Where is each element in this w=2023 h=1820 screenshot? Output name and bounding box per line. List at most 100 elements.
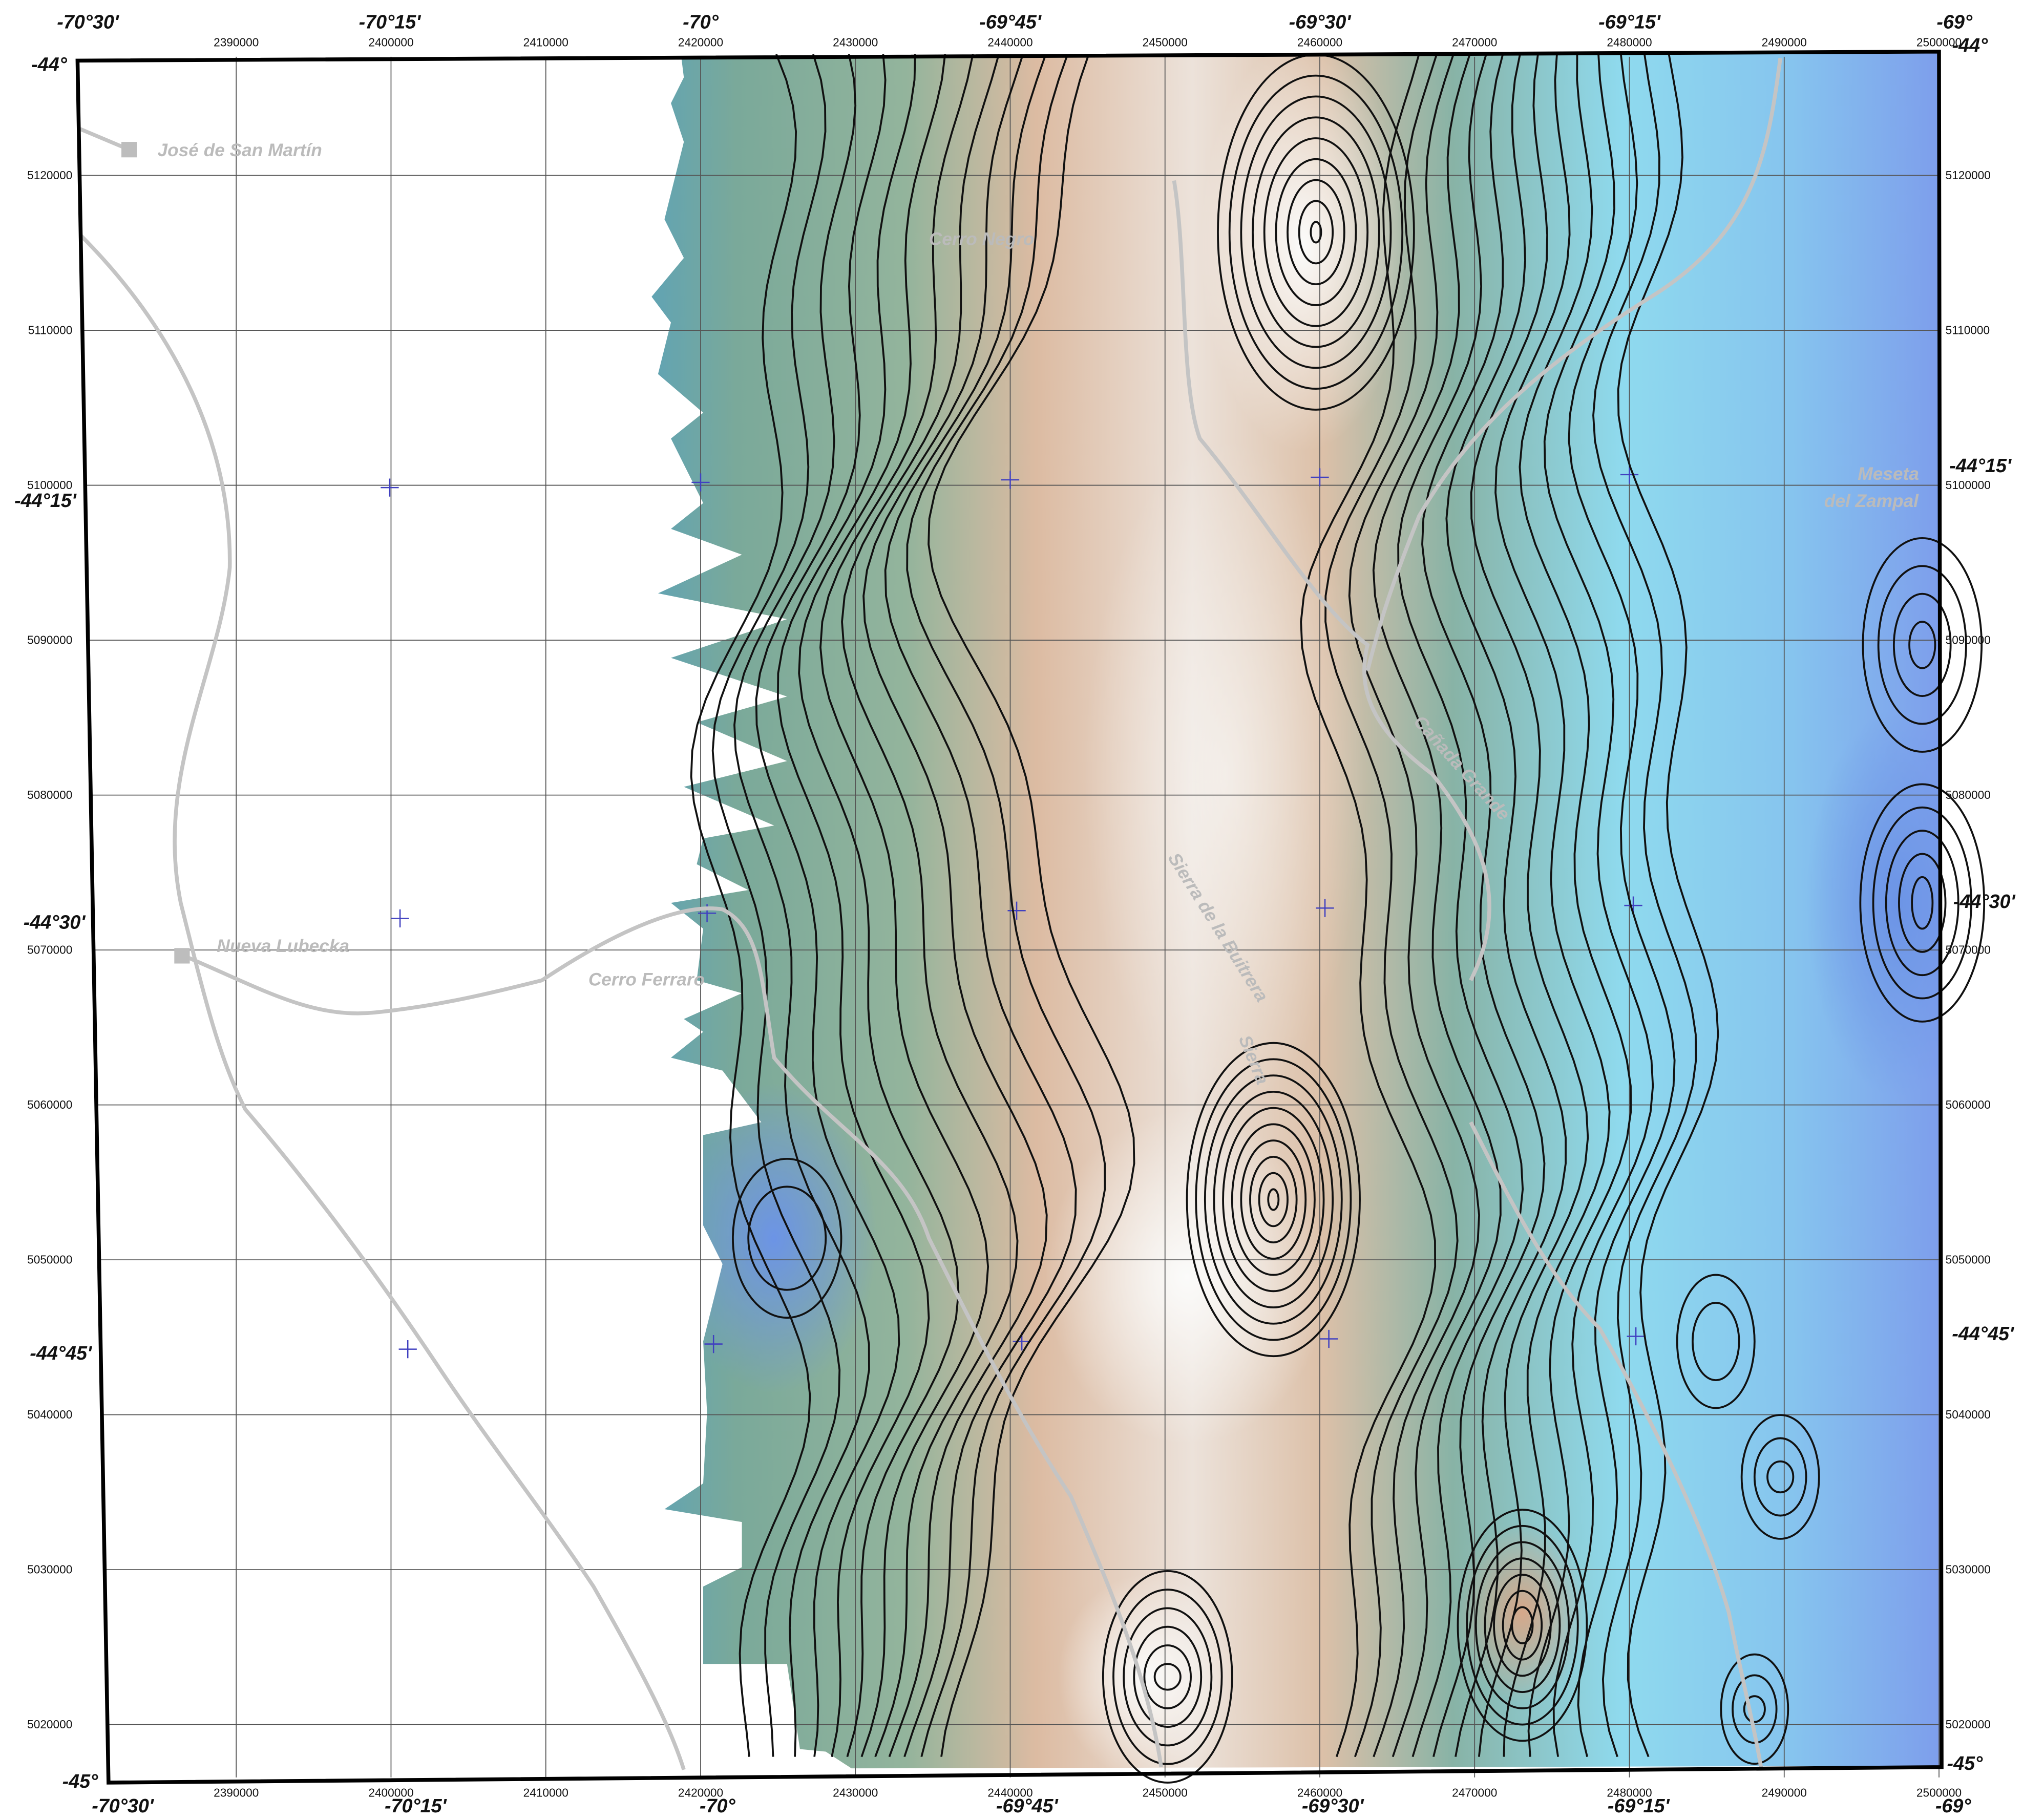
summit-shading [1045,1109,1329,1445]
contour-line [732,1157,842,1319]
contour-line [1240,1139,1307,1260]
northing-label: 5050000 [27,1253,72,1266]
easting-label: 2490000 [1762,36,1807,49]
contour-line [747,1186,827,1291]
longitude-label: -69°15' [1608,1795,1671,1817]
contour-line [1421,54,1546,1758]
contour-line [862,54,1048,1758]
graticule-cross [381,478,399,497]
longitude-label: -69°30' [1289,11,1352,33]
longitude-label: -70°30' [57,11,120,33]
latitude-label: -44°30' [1953,891,2016,913]
graticule-cross [1311,468,1329,486]
contour-line [1898,853,1947,953]
contour-line [1267,1188,1280,1211]
easting-label: 2500000 [1916,1786,1962,1800]
contour-line [1617,54,1719,1758]
graticule-cross [398,1340,417,1359]
contour-line [1908,621,1936,669]
northing-label: 5110000 [1946,324,1990,337]
contour-line [1511,1606,1534,1644]
contour-line [1766,1460,1795,1494]
latitude-label: -44°45' [1952,1323,2015,1345]
longitude-label: -70°15' [385,1795,448,1817]
easting-label: 2440000 [987,36,1032,49]
contour-line [906,54,1106,1758]
contour-line [1740,1414,1820,1540]
contour-line [1484,1557,1561,1694]
contour-line [1298,200,1334,265]
graticule-cross [691,473,710,492]
easting-label: 2430000 [833,36,878,49]
basin-shading [671,1083,878,1393]
contour-line [1143,1644,1192,1709]
contour-line [1494,54,1611,1757]
place-label: Meseta [1858,464,1919,484]
longitude-label: -70° [683,11,719,33]
northing-label: 5020000 [27,1718,72,1731]
terrain [651,51,1941,1769]
contour-line [690,54,811,1757]
northing-label: 5030000 [1946,1563,1991,1576]
contour-line [1348,54,1480,1758]
graticule-cross [1319,1329,1338,1348]
northing-label: 5070000 [27,943,72,957]
contour-line [1249,1155,1298,1243]
contour-line [1457,1509,1588,1742]
northing-label: 5080000 [27,788,72,801]
contour-line [1123,1607,1213,1747]
contour-line [1240,95,1392,369]
contour-line [1493,1574,1552,1677]
contours [690,53,1986,1784]
latitude-label: -44°15' [1949,455,2012,477]
latitude-label: -45° [62,1771,99,1792]
graticule-cross [391,909,409,928]
summit-shading [1199,51,1406,452]
contour-line [1892,592,1952,697]
plateau-shading [1084,438,1368,1110]
northing-label: 5070000 [1946,943,1991,957]
contour-line [928,54,1135,1757]
latitude-label: -44° [1952,35,1989,56]
road [78,233,686,1770]
graticule-cross [1620,465,1639,484]
contour-line [1720,1653,1789,1765]
northing-label: 5110000 [28,324,73,337]
northing-label: 5100000 [27,478,72,492]
contour-line [1287,179,1345,286]
easting-label: 2460000 [1297,36,1342,49]
longitude-label: -69°15' [1598,11,1661,33]
longitude-label: -70°15' [359,11,422,33]
contour-line [1222,1107,1325,1293]
northing-label: 5080000 [1946,788,1991,801]
place-label: Nueva Lubecka [217,936,349,956]
contour-line [1231,1123,1316,1276]
northing-label: 5100000 [1946,478,1991,492]
contour-line [1911,876,1934,930]
roads [78,57,1782,1770]
northing-label: 5030000 [27,1563,72,1576]
easting-label: 2430000 [833,1786,878,1800]
longitude-label: -69° [1936,11,1973,33]
road [180,906,1163,1768]
contour-line [776,54,930,1757]
easting-label: 2390000 [214,36,259,49]
contour-line [1474,1541,1570,1709]
contour-line [1186,1042,1361,1358]
contour-line [1112,1589,1223,1765]
road [1172,180,1491,981]
northing-label: 5090000 [1946,633,1991,647]
easting-label: 2480000 [1607,1786,1652,1800]
latitude-label: -45° [1947,1753,1984,1774]
northing-label: 5060000 [27,1098,72,1111]
easting-label: 2420000 [678,1786,723,1800]
contour-line [819,54,989,1758]
northing-label: 5120000 [27,168,72,182]
easting-label: 2420000 [678,36,723,49]
contour-line [1859,783,1986,1023]
contour-line [1263,137,1369,327]
contour-line [1310,221,1322,244]
easting-label: 2470000 [1452,36,1497,49]
road [1469,1121,1763,1768]
easting-label: 2450000 [1143,36,1188,49]
